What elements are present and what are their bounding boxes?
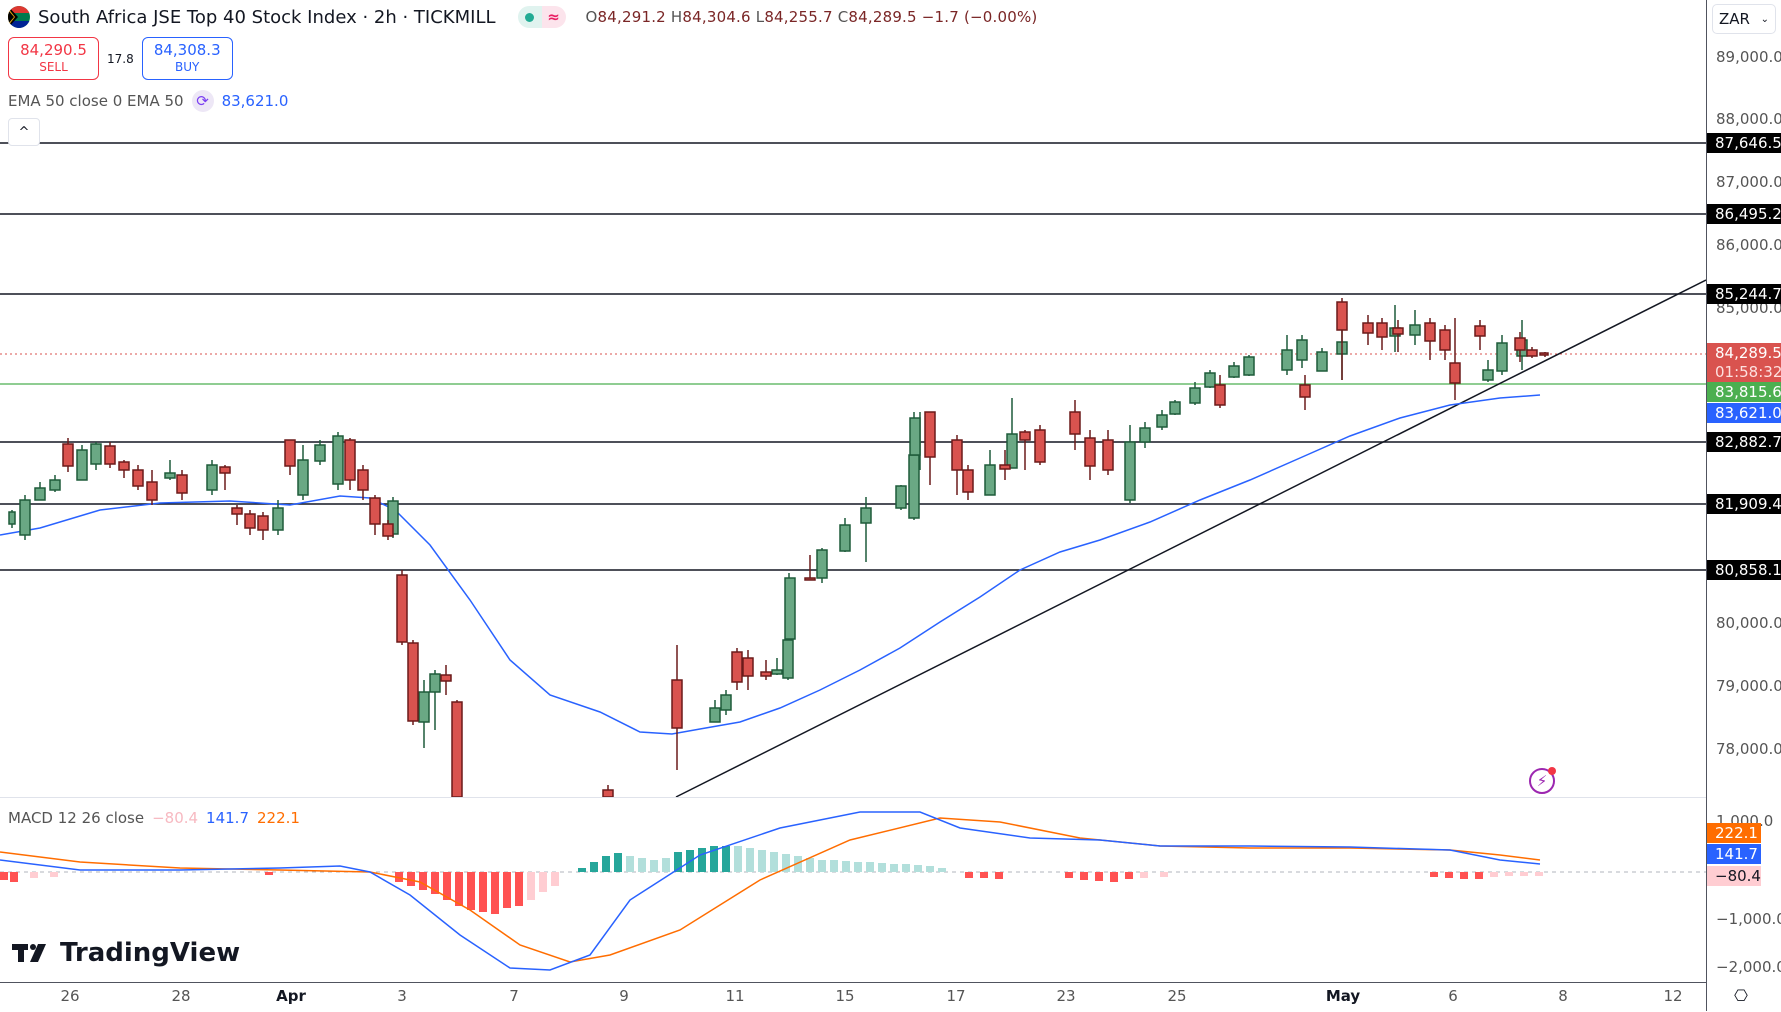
price-tick: 87,000.0	[1716, 173, 1781, 191]
macd-hist-value: −80.4	[152, 809, 199, 827]
close-value: 84,289.5	[848, 8, 917, 26]
change-value: −1.7 (−0.00%)	[921, 8, 1038, 26]
open-value: 84,291.2	[597, 8, 666, 26]
date-tick: 7	[509, 987, 519, 1005]
sell-label: SELL	[39, 59, 68, 74]
date-tick: 26	[60, 987, 80, 1005]
high-value: 84,304.6	[682, 8, 751, 26]
macd-hist-label: −80.4	[1707, 866, 1761, 886]
chevron-up-icon: ^	[18, 124, 30, 140]
macd-signal-value: 222.1	[257, 809, 300, 827]
date-tick: 8	[1558, 987, 1568, 1005]
date-tick: Apr	[276, 987, 306, 1005]
currency-label: ZAR	[1719, 10, 1750, 28]
level-label: 85,244.7	[1707, 284, 1781, 304]
price-tick: 89,000.0	[1716, 48, 1781, 66]
level-label: 82,882.7	[1707, 432, 1781, 452]
macd-legend-label: MACD 12 26 close	[8, 809, 145, 827]
date-tick: 6	[1448, 987, 1458, 1005]
refresh-icon[interactable]: ⟳	[191, 90, 214, 112]
low-value: 84,255.7	[764, 8, 833, 26]
spread-value: 17.8	[107, 51, 134, 66]
price-tick: 86,000.0	[1716, 236, 1781, 254]
date-tick: 12	[1663, 987, 1683, 1005]
ohlc-values: O84,291.2 H84,304.6 L84,255.7 C84,289.5 …	[585, 8, 1038, 26]
price-tick: 78,000.0	[1716, 740, 1781, 758]
sell-price: 84,290.5	[20, 40, 87, 59]
macd-line	[0, 811, 1541, 971]
buy-price: 84,308.3	[153, 40, 221, 59]
time-axis[interactable]: 26 28 Apr 3 7 9 11 15 17 23 25 May 6 8 12	[0, 982, 1706, 1012]
macd-histogram	[0, 846, 1543, 914]
symbol-title[interactable]: South Africa JSE Top 40 Stock Index · 2h…	[38, 6, 496, 28]
date-tick: 11	[725, 987, 745, 1005]
date-tick: 3	[397, 987, 407, 1005]
price-tick: 88,000.0	[1716, 110, 1781, 128]
ema-legend-value: 83,621.0	[221, 92, 289, 110]
ema-50-line	[0, 394, 1541, 735]
level-label: 81,909.4	[1707, 494, 1781, 514]
buy-button[interactable]: 84,308.3 BUY	[141, 37, 233, 80]
date-tick: 9	[619, 987, 629, 1005]
macd-signal-label: 222.1	[1707, 823, 1761, 843]
horizontal-levels[interactable]	[0, 142, 1706, 571]
symbol-header: South Africa JSE Top 40 Stock Index · 2h…	[8, 6, 1037, 28]
market-open-dot-icon	[517, 6, 542, 28]
date-tick: 23	[1056, 987, 1076, 1005]
macd-line-value: 141.7	[206, 809, 249, 827]
green-level-label: 83,815.6	[1707, 382, 1781, 402]
date-tick: 28	[171, 987, 191, 1005]
macd-line-label: 141.7	[1707, 844, 1761, 864]
lightning-alert-icon[interactable]: ⚡	[1529, 767, 1556, 794]
sell-button[interactable]: 84,290.5 SELL	[8, 37, 99, 80]
trade-panel: 84,290.5 SELL 17.8 84,308.3 BUY	[8, 37, 233, 80]
chevron-down-icon: ⌄	[1760, 13, 1769, 25]
macd-tick: −2,000.0	[1716, 958, 1781, 976]
pane-separator[interactable]	[0, 797, 1781, 798]
tradingview-logo-icon	[12, 944, 46, 962]
tradingview-logo-text: TradingView	[60, 938, 241, 968]
price-tick: 80,000.0	[1716, 614, 1781, 632]
date-tick: 25	[1167, 987, 1187, 1005]
macd-legend[interactable]: MACD 12 26 close −80.4 141.7 222.1	[8, 809, 300, 827]
level-label: 80,858.1	[1707, 560, 1781, 580]
data-delay-icon: ≈	[541, 6, 566, 28]
ema-legend-label: EMA 50 close 0 EMA 50	[8, 92, 184, 110]
collapse-legend-button[interactable]: ^	[8, 118, 40, 146]
date-tick: May	[1325, 987, 1361, 1005]
last-price-label: 84,289.5	[1707, 343, 1781, 363]
level-label: 86,495.2	[1707, 204, 1781, 224]
buy-label: BUY	[175, 59, 200, 74]
trendline	[675, 279, 1706, 798]
date-tick: 15	[835, 987, 855, 1005]
south-africa-flag-icon	[8, 6, 30, 28]
macd-signal-line	[0, 817, 1541, 963]
bar-countdown: 01:58:32	[1707, 362, 1781, 382]
market-status-pill[interactable]: ≈	[517, 6, 566, 28]
settings-gear-icon[interactable]: ⎔	[1734, 986, 1748, 1005]
date-tick: 17	[946, 987, 966, 1005]
tradingview-logo[interactable]: TradingView	[12, 938, 240, 968]
level-label: 87,646.5	[1707, 133, 1781, 153]
candles	[8, 298, 1549, 798]
price-tick: 79,000.0	[1716, 677, 1781, 695]
currency-select[interactable]: ZAR ⌄	[1712, 4, 1776, 34]
macd-tick: −1,000.0	[1716, 910, 1781, 928]
price-chart-canvas[interactable]	[0, 0, 1706, 1011]
ema-price-label: 83,621.0	[1707, 403, 1781, 423]
ema-legend[interactable]: EMA 50 close 0 EMA 50 ⟳ 83,621.0	[8, 90, 288, 112]
